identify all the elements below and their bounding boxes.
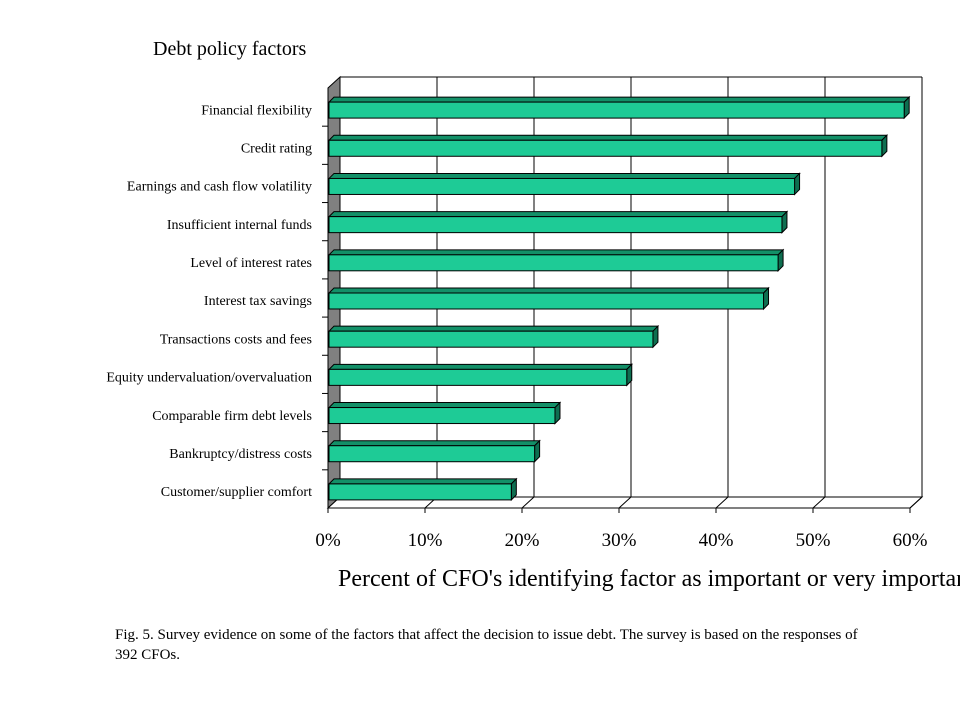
bar <box>327 477 518 502</box>
x-tick-label: 50% <box>796 530 831 551</box>
bar-front-face <box>328 330 654 348</box>
bar-top-face <box>327 211 789 218</box>
bar-top-face <box>327 402 562 409</box>
x-axis-title: Percent of CFO's identifying factor as i… <box>338 566 960 592</box>
bar <box>327 210 789 234</box>
bar <box>327 439 541 463</box>
floor-grid-line <box>521 496 535 509</box>
bar-front-face <box>328 177 796 195</box>
x-tick-label: 60% <box>893 530 928 551</box>
bar <box>327 363 633 387</box>
category-label: Financial flexibility <box>201 103 312 118</box>
bar-front-face <box>328 445 536 463</box>
category-label: Level of interest rates <box>190 256 312 271</box>
bar <box>327 134 889 158</box>
category-label: Transactions costs and fees <box>160 332 312 347</box>
bar-top-face <box>327 172 801 179</box>
bar <box>327 401 562 425</box>
x-tick-label: 30% <box>602 530 637 551</box>
x-tick-label: 20% <box>505 530 540 551</box>
category-labels: Financial flexibility Credit rating Earnin… <box>106 103 328 500</box>
category-label: Customer/supplier comfort <box>161 485 312 500</box>
bar-front-face <box>328 101 905 119</box>
bar-front-face <box>328 292 765 310</box>
bar <box>327 324 660 349</box>
category-label: Credit rating <box>241 141 312 156</box>
category-label: Interest tax savings <box>204 294 312 309</box>
bar-front-face <box>328 254 779 272</box>
x-tick-label: 0% <box>315 530 341 551</box>
figure-caption: Fig. 5. Survey evidence on some of the f… <box>115 627 858 663</box>
bar-top-face <box>327 287 770 294</box>
bar-top-face <box>327 249 785 256</box>
bar <box>327 172 801 196</box>
bar-front-face <box>328 139 883 157</box>
bars <box>327 95 911 502</box>
bar-top-face <box>327 134 889 141</box>
bar-top-face <box>327 440 541 447</box>
category-label: Comparable firm debt levels <box>152 409 312 424</box>
bar <box>327 248 785 273</box>
bar-front-face <box>328 216 783 234</box>
bar-top-face <box>327 325 660 332</box>
chart-title: Debt policy factors <box>153 38 307 60</box>
bar <box>327 95 911 120</box>
x-tick-labels: 0% 10% 20% 30% 40% 50% 60% <box>315 508 928 551</box>
floor-grid-line <box>812 496 826 509</box>
floor-grid-line <box>909 496 923 509</box>
category-label: Equity undervaluation/overvaluation <box>106 371 312 386</box>
floor-grid-line <box>715 496 729 509</box>
category-label: Earnings and cash flow volatility <box>127 180 312 195</box>
bar-top-face <box>327 478 518 485</box>
bar-front-face <box>328 483 512 501</box>
bar-front-face <box>328 407 556 425</box>
bar-top-face <box>327 96 911 103</box>
floor-grid-line <box>618 496 632 509</box>
category-label: Bankruptcy/distress costs <box>169 447 312 462</box>
x-tick-label: 10% <box>408 530 443 551</box>
bar-top-face <box>327 363 633 370</box>
x-tick-label: 40% <box>699 530 734 551</box>
bar-front-face <box>328 368 628 386</box>
category-label: Insufficient internal funds <box>167 218 312 233</box>
bar <box>327 286 770 311</box>
